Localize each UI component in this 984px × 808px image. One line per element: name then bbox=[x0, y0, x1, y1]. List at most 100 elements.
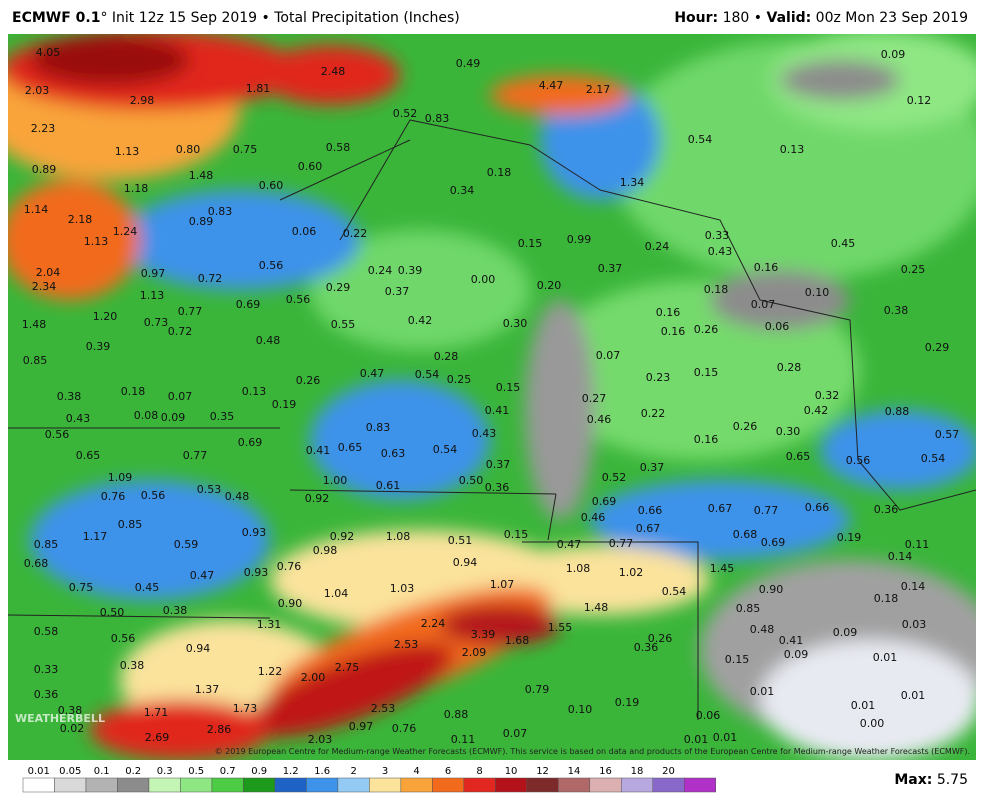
value-label: 1.09 bbox=[108, 471, 133, 484]
value-label: 0.29 bbox=[326, 281, 351, 294]
value-label: 2.75 bbox=[335, 661, 360, 674]
title-rest: ° Init 12z 15 Sep 2019 • Total Precipita… bbox=[100, 10, 459, 26]
value-label: 0.99 bbox=[567, 233, 592, 246]
value-label: 0.56 bbox=[141, 489, 166, 502]
value-label: 0.68 bbox=[24, 557, 49, 570]
value-label: 0.67 bbox=[636, 522, 661, 535]
value-label: 1.48 bbox=[189, 169, 214, 182]
value-label: 1.55 bbox=[548, 621, 573, 634]
value-label: 1.13 bbox=[115, 145, 140, 158]
value-label: 0.97 bbox=[141, 267, 166, 280]
value-label: 0.33 bbox=[34, 663, 59, 676]
value-label: 0.01 bbox=[873, 651, 898, 664]
value-label: 0.15 bbox=[694, 366, 719, 379]
value-label: 0.39 bbox=[86, 340, 111, 353]
value-label: 0.18 bbox=[874, 592, 899, 605]
colorbar-cell bbox=[85, 777, 118, 793]
value-label: 1.48 bbox=[22, 318, 47, 331]
colorbar-cell bbox=[180, 777, 213, 793]
value-label: 0.26 bbox=[694, 323, 719, 336]
value-label: 0.26 bbox=[296, 374, 321, 387]
value-label: 1.00 bbox=[323, 474, 348, 487]
value-label: 0.77 bbox=[178, 305, 203, 318]
value-label: 0.07 bbox=[596, 349, 621, 362]
logo: WEATHERBELL bbox=[15, 712, 105, 725]
value-label: 0.54 bbox=[415, 368, 440, 381]
value-label: 0.30 bbox=[503, 317, 528, 330]
value-label: 2.04 bbox=[36, 266, 61, 279]
value-label: 0.52 bbox=[602, 471, 627, 484]
value-label: 0.33 bbox=[705, 229, 730, 242]
value-label: 0.48 bbox=[225, 490, 250, 503]
valid-key: Valid: bbox=[767, 10, 812, 26]
value-label: 0.36 bbox=[874, 503, 899, 516]
value-label: 1.18 bbox=[124, 182, 149, 195]
value-label: 0.38 bbox=[57, 390, 82, 403]
value-label: 0.38 bbox=[120, 659, 145, 672]
colorbar-cell bbox=[589, 777, 622, 793]
copyright: © 2019 European Centre for Medium-range … bbox=[215, 747, 970, 756]
value-label: 0.48 bbox=[750, 623, 775, 636]
value-label: 0.56 bbox=[259, 259, 284, 272]
value-label: 0.45 bbox=[135, 581, 160, 594]
hour-value: 180 • bbox=[718, 10, 766, 26]
value-label: 1.22 bbox=[258, 665, 283, 678]
value-label: 0.30 bbox=[776, 425, 801, 438]
value-label: 0.60 bbox=[259, 179, 284, 192]
value-label: 2.24 bbox=[421, 617, 446, 630]
value-label: 0.88 bbox=[885, 405, 910, 418]
value-label: 0.54 bbox=[433, 443, 458, 456]
value-label: 0.46 bbox=[587, 413, 612, 426]
value-label: 0.85 bbox=[736, 602, 761, 615]
value-label: 2.53 bbox=[394, 638, 419, 651]
value-label: 2.53 bbox=[371, 702, 396, 715]
valid-value: 00z Mon 23 Sep 2019 bbox=[811, 10, 968, 26]
colorbar-cell bbox=[148, 777, 181, 793]
value-label: 0.63 bbox=[381, 447, 406, 460]
value-label: 0.42 bbox=[804, 404, 829, 417]
value-label: 0.38 bbox=[163, 604, 188, 617]
value-label: 0.07 bbox=[168, 390, 193, 403]
value-label: 0.43 bbox=[66, 412, 91, 425]
value-label: 0.29 bbox=[925, 341, 950, 354]
value-label: 0.45 bbox=[831, 237, 856, 250]
value-label: 0.77 bbox=[183, 449, 208, 462]
value-label: 0.76 bbox=[392, 722, 417, 735]
value-label: 0.37 bbox=[385, 285, 410, 298]
value-label: 0.13 bbox=[242, 385, 267, 398]
value-label: 0.37 bbox=[598, 262, 623, 275]
value-label: 0.68 bbox=[733, 528, 758, 541]
colorbar-tick-label: 0.1 bbox=[94, 766, 110, 777]
value-label: 0.09 bbox=[784, 648, 809, 661]
value-label: 0.89 bbox=[32, 163, 57, 176]
value-label: 1.81 bbox=[246, 82, 271, 95]
value-label: 0.57 bbox=[935, 428, 960, 441]
value-label: 0.85 bbox=[23, 354, 48, 367]
colorbar-cell bbox=[684, 777, 716, 793]
value-label: 2.09 bbox=[462, 646, 487, 659]
value-label: 0.92 bbox=[330, 530, 355, 543]
value-label: 1.04 bbox=[324, 587, 349, 600]
value-label: 0.37 bbox=[486, 458, 511, 471]
value-label: 0.13 bbox=[780, 143, 805, 156]
colorbar-cell bbox=[211, 777, 244, 793]
value-label: 1.08 bbox=[386, 530, 411, 543]
value-label: 0.01 bbox=[851, 699, 876, 712]
value-label: 0.19 bbox=[615, 696, 640, 709]
value-label: 0.43 bbox=[472, 427, 497, 440]
value-label: 0.03 bbox=[902, 618, 927, 631]
colorbar-tick-label: 12 bbox=[536, 766, 549, 777]
value-label: 0.42 bbox=[408, 314, 433, 327]
value-label: 0.61 bbox=[376, 479, 401, 492]
value-label: 0.56 bbox=[45, 428, 70, 441]
colorbar-tick-label: 18 bbox=[631, 766, 644, 777]
value-label: 0.12 bbox=[907, 94, 932, 107]
value-label: 0.09 bbox=[833, 626, 858, 639]
value-label: 0.73 bbox=[144, 316, 169, 329]
value-label: 1.24 bbox=[113, 225, 138, 238]
value-label: 0.36 bbox=[634, 641, 659, 654]
value-label: 2.86 bbox=[207, 723, 232, 736]
value-label: 0.58 bbox=[326, 141, 351, 154]
value-label: 0.15 bbox=[518, 237, 543, 250]
value-label: 4.47 bbox=[539, 79, 564, 92]
